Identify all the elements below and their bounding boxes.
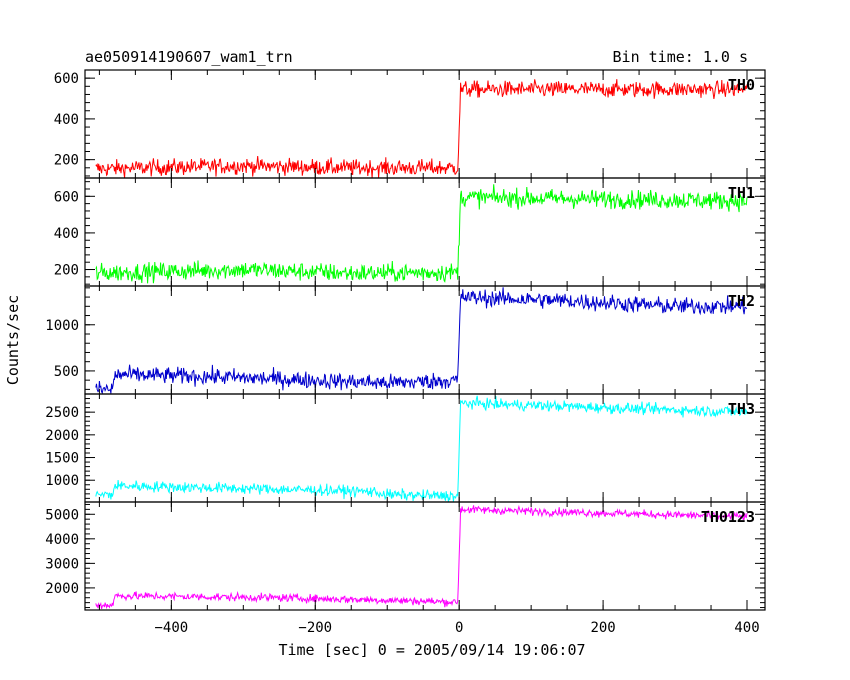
y-tick-label: 200 — [54, 153, 79, 169]
panel-th3: 1000 1500 2000 2500 TH3 — [45, 393, 766, 503]
y-tick-label: 2500 — [45, 405, 79, 421]
series-line-th0123 — [95, 504, 748, 610]
x-axis-label: Time [sec] 0 = 2005/09/14 19:06:07 — [278, 641, 585, 659]
panel-label-th2: TH2 — [728, 292, 755, 310]
panel-label-th3: TH3 — [728, 400, 755, 418]
series-line-th0 — [95, 79, 748, 179]
y-tick-label: 600 — [54, 71, 79, 87]
y-tick-label: 500 — [54, 364, 79, 380]
y-tick-label: 1000 — [45, 318, 79, 334]
y-tick-label: 3000 — [45, 556, 79, 572]
y-tick-label: 2000 — [45, 581, 79, 597]
series-line-th2 — [95, 287, 748, 395]
x-tick-label: −200 — [298, 620, 332, 636]
series-line-th3 — [95, 395, 748, 503]
y-tick-label: 400 — [54, 226, 79, 242]
panel-label-th0123: TH0123 — [701, 508, 755, 526]
series-line-th1 — [95, 184, 748, 284]
x-tick-label: 200 — [590, 620, 615, 636]
x-tick-label: 0 — [455, 620, 463, 636]
panel-th1: 200 400 600 TH1 — [54, 177, 766, 287]
y-tick-label: 1500 — [45, 451, 79, 467]
y-axis-label: Counts/sec — [4, 295, 22, 385]
y-tick-label: 5000 — [45, 507, 79, 523]
x-tick-label: −400 — [154, 620, 188, 636]
y-tick-label: 2000 — [45, 428, 79, 444]
y-tick-label: 1000 — [45, 473, 79, 489]
panel-th0123: 2000 3000 4000 5000 TH0123 — [45, 501, 766, 611]
panel-label-th0: TH0 — [728, 76, 755, 94]
panel-th0: 200 400 600 TH0 — [54, 69, 766, 179]
bin-time-label: Bin time: 1.0 s — [613, 48, 748, 66]
panel-label-th1: TH1 — [728, 184, 755, 202]
chart-title: ae050914190607_wam1_trn — [85, 48, 293, 66]
y-tick-label: 4000 — [45, 532, 79, 548]
y-tick-label: 400 — [54, 112, 79, 128]
panels-group: 200 400 600 TH0 200 400 600 TH1 500 1000 TH2 1000 15… — [45, 69, 766, 636]
x-tick-label: 400 — [734, 620, 759, 636]
panel-frame — [84, 501, 766, 611]
panel-th2: 500 1000 TH2 — [45, 285, 766, 395]
y-tick-label: 600 — [54, 189, 79, 205]
y-tick-label: 200 — [54, 263, 79, 279]
